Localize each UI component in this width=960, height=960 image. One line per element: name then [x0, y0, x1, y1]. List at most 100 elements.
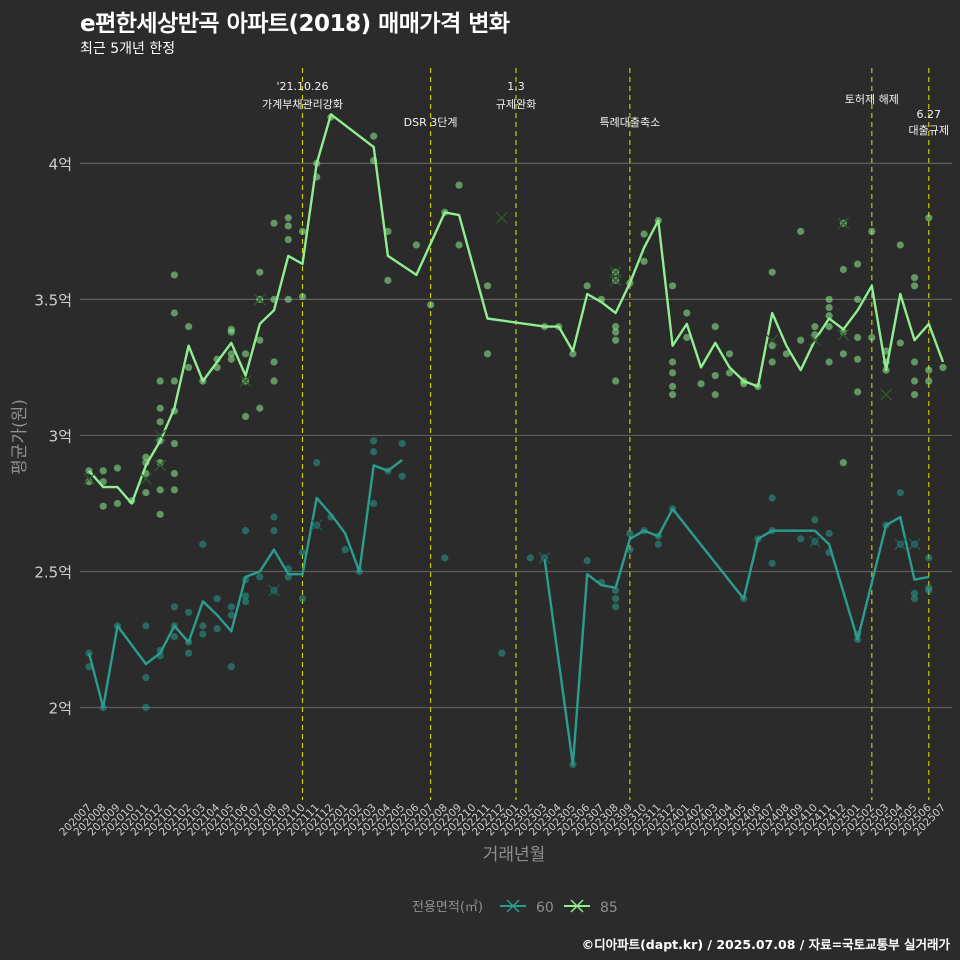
data-point: [455, 181, 463, 189]
data-point: [668, 358, 677, 366]
data-point: [668, 282, 677, 290]
data-point: [170, 309, 178, 317]
data-point: [370, 437, 378, 445]
data-point: [170, 486, 178, 494]
data-point: [199, 630, 207, 638]
event-label: 6.27: [917, 108, 942, 121]
data-point: [768, 559, 776, 567]
data-point: [270, 377, 278, 385]
data-point: [910, 595, 919, 603]
event-label: DSR 3단계: [404, 116, 458, 129]
cross-marker: [253, 293, 266, 306]
data-point: [910, 377, 919, 385]
data-point: [825, 295, 833, 304]
data-point: [612, 595, 620, 603]
data-point: [270, 527, 278, 535]
data-point: [612, 328, 620, 336]
data-point: [185, 323, 193, 331]
legend-label: 85: [600, 900, 618, 916]
cross-marker: [808, 535, 821, 548]
data-point: [668, 369, 677, 377]
data-point: [99, 467, 107, 475]
cross-marker: [808, 334, 821, 347]
data-point: [526, 554, 534, 562]
data-point: [612, 586, 620, 595]
data-point: [797, 336, 805, 344]
series-line: [543, 507, 930, 766]
data-point: [811, 516, 819, 524]
data-point: [170, 440, 178, 448]
cross-marker: [239, 375, 252, 387]
data-point: [241, 412, 250, 420]
data-point: [170, 469, 178, 478]
data-point: [854, 260, 862, 268]
data-point: [896, 339, 904, 347]
data-point: [185, 608, 193, 616]
x-axis-title: 거래년월: [483, 845, 546, 865]
data-point: [156, 377, 164, 385]
data-point: [725, 369, 734, 377]
data-point: [455, 241, 463, 249]
y-tick-label: 2억: [49, 700, 72, 718]
data-point: [156, 404, 164, 412]
data-point: [284, 235, 292, 244]
data-point: [711, 391, 719, 399]
chart-subtitle: 최근 5개년 한정: [80, 41, 176, 57]
data-point: [498, 649, 506, 657]
legend-key-cross: [506, 899, 520, 913]
data-point: [925, 366, 933, 374]
legend: 전용면적(㎡) 60 85: [412, 899, 618, 916]
data-point: [142, 703, 150, 712]
data-point: [854, 388, 862, 396]
data-point: [156, 486, 164, 494]
cross-marker: [837, 328, 850, 341]
cross-marker: [154, 429, 167, 442]
data-point: [910, 358, 919, 366]
data-point: [298, 227, 307, 235]
data-point: [170, 377, 178, 385]
cross-marker: [310, 519, 323, 532]
data-point: [896, 488, 904, 497]
data-point: [227, 603, 235, 611]
data-point: [910, 282, 919, 290]
data-point: [270, 219, 278, 227]
legend-title: 전용면적(㎡): [412, 900, 483, 915]
series-line: [87, 458, 403, 709]
data-point: [170, 603, 178, 611]
data-point: [241, 527, 250, 535]
data-point: [256, 573, 264, 581]
data-point: [925, 377, 933, 385]
data-point: [854, 355, 862, 363]
data-point: [839, 265, 847, 274]
data-point: [256, 268, 264, 276]
data-point: [868, 227, 876, 235]
data-point: [896, 241, 904, 249]
data-point: [99, 502, 107, 510]
data-point: [227, 611, 235, 619]
data-point: [412, 241, 420, 249]
event-label: '21.10.26: [276, 80, 328, 93]
data-point: [213, 595, 221, 603]
data-point: [725, 350, 734, 358]
data-point: [811, 323, 819, 331]
data-point: [398, 440, 406, 448]
data-point: [782, 350, 791, 358]
data-point: [170, 633, 178, 641]
data-point: [939, 363, 947, 372]
data-point: [483, 282, 492, 290]
chart-title: e편한세상반곡 아파트(2018) 매매가격 변화: [80, 11, 510, 37]
data-point: [825, 358, 833, 366]
data-point: [683, 309, 691, 317]
data-point: [256, 404, 264, 412]
data-point: [797, 535, 805, 543]
data-point: [241, 592, 250, 600]
data-point: [142, 673, 150, 682]
data-point: [113, 464, 122, 472]
series-85: [83, 113, 947, 518]
cross-marker: [609, 274, 622, 287]
data-point: [227, 663, 235, 671]
data-point: [612, 377, 620, 385]
cross-marker: [83, 473, 95, 485]
data-point: [185, 363, 193, 372]
